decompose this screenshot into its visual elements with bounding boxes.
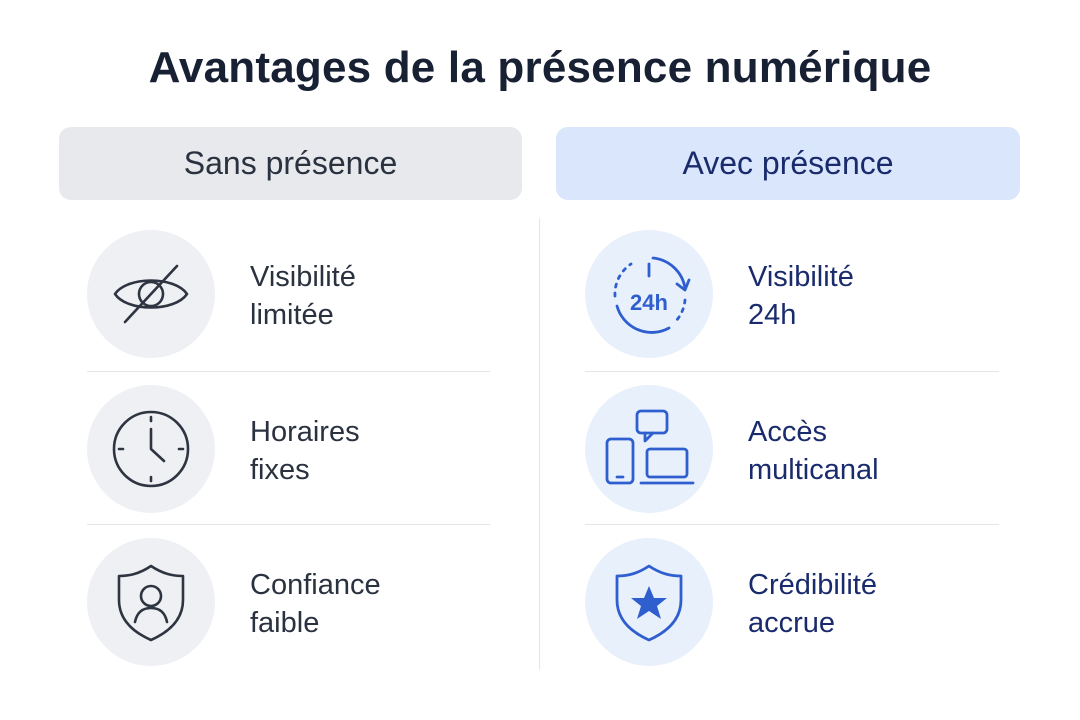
list-item-visibility-24h: 24h Visibilité 24h: [585, 230, 1025, 360]
item-label: Visibilité limitée: [250, 261, 356, 331]
item-label: Horaires fixes: [250, 416, 360, 486]
item-label: Crédibilité accrue: [748, 569, 877, 639]
list-item-fixed-hours: Horaires fixes: [87, 385, 527, 515]
item-label: Accès multicanal: [748, 416, 879, 486]
row-separator: [585, 524, 999, 525]
column-divider: [539, 218, 540, 670]
eye-slash-icon: [87, 230, 215, 358]
list-item-limited-visibility: Visibilité limitée: [87, 230, 527, 360]
item-label: Visibilité 24h: [748, 261, 854, 331]
list-item-multichannel-access: Accès multicanal: [585, 385, 1025, 515]
column-header-with-presence: Avec présence: [556, 127, 1020, 200]
row-separator: [87, 524, 490, 525]
clock-24h-icon: 24h: [585, 230, 713, 358]
list-item-low-trust: Confiance faible: [87, 538, 527, 668]
shield-star-icon: [585, 538, 713, 666]
item-label: Confiance faible: [250, 569, 381, 639]
row-separator: [87, 371, 490, 372]
svg-text:24h: 24h: [630, 290, 668, 315]
list-item-increased-credibility: Crédibilité accrue: [585, 538, 1025, 668]
page-title: Avantages de la présence numérique: [148, 43, 932, 92]
clock-icon: [87, 385, 215, 513]
multichannel-devices-icon: [585, 385, 713, 513]
column-header-without-presence: Sans présence: [59, 127, 522, 200]
shield-user-icon: [87, 538, 215, 666]
row-separator: [585, 371, 999, 372]
